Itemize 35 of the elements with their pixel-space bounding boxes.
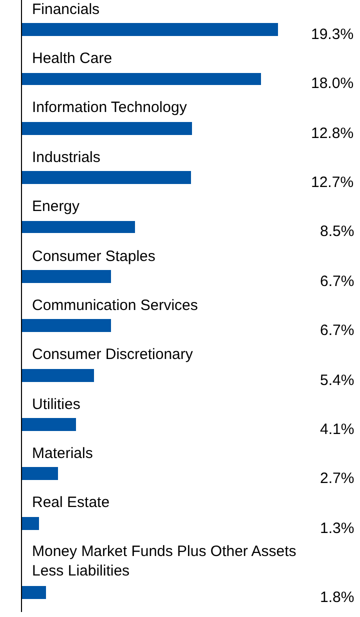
- bar: [22, 517, 39, 530]
- data-label: 6.7%: [320, 273, 354, 290]
- y-tick-label: Consumer Staples: [32, 248, 156, 265]
- bar: [22, 270, 111, 283]
- data-label: 18.0%: [311, 75, 354, 92]
- bar: [22, 369, 94, 382]
- data-label: 5.4%: [320, 372, 354, 389]
- y-tick-label: Industrials: [32, 149, 100, 166]
- data-label: 1.3%: [320, 520, 354, 537]
- data-label: 6.7%: [320, 322, 354, 339]
- data-label: 19.3%: [311, 26, 354, 43]
- y-tick-label: Financials: [32, 1, 100, 18]
- bar: [22, 23, 278, 36]
- bar: [22, 221, 135, 233]
- y-tick-label: Materials: [32, 445, 93, 462]
- bar: [22, 171, 191, 184]
- y-tick-label: Health Care: [32, 50, 112, 67]
- y-tick-label: Consumer Discretionary: [32, 346, 194, 363]
- y-tick-label: Real Estate: [32, 494, 110, 511]
- bar: [22, 467, 58, 480]
- data-label: 12.8%: [311, 125, 354, 142]
- bar: [22, 122, 192, 135]
- data-label: 8.5%: [320, 223, 354, 240]
- bar: [22, 418, 76, 431]
- y-tick-label: Utilities: [32, 396, 80, 413]
- bar: [22, 73, 261, 85]
- y-tick-label: Communication Services: [32, 297, 198, 314]
- data-label: 2.7%: [320, 470, 354, 487]
- y-tick-label: Information Technology: [32, 99, 188, 116]
- data-label: 12.7%: [311, 174, 354, 191]
- y-tick-label: Money Market Funds Plus Other Assets Less Liabilities: [32, 543, 296, 580]
- bar: [22, 319, 111, 332]
- data-label: 1.8%: [320, 589, 354, 606]
- data-label: 4.1%: [320, 421, 354, 438]
- y-tick-label: Energy: [32, 198, 80, 215]
